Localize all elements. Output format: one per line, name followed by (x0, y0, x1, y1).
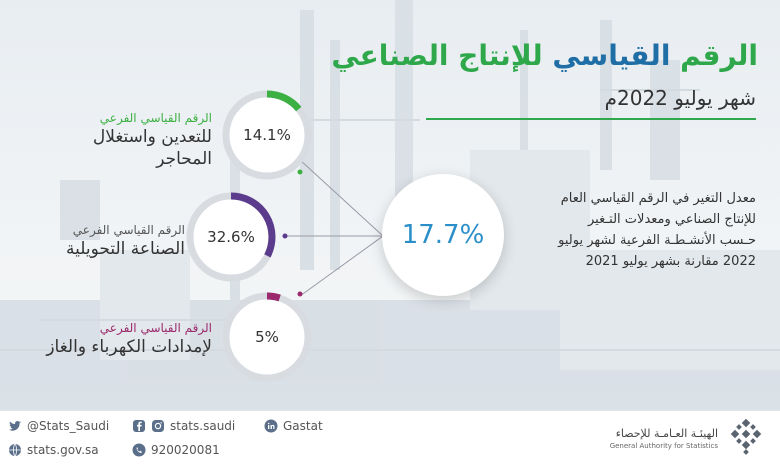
gauge-arc (266, 90, 302, 112)
title-rest: للإنتاج الصناعي (331, 39, 543, 72)
gauge-label-manufacturing: الرقم القياسي الفرعي الصناعة التحويلية (10, 222, 185, 260)
gauge-arc (266, 292, 281, 302)
background-industrial-scene (0, 0, 780, 410)
gauge-label-big-2: المحاجر (156, 149, 212, 169)
gauge-label-big: الصناعة التحويلية (65, 239, 185, 259)
gauge-manufacturing: 32.6% (184, 190, 278, 284)
title-word-blue: القياسي (552, 39, 671, 72)
footer-instagram[interactable]: stats.saudi (132, 419, 235, 433)
instagram-handle: stats.saudi (170, 419, 236, 433)
logo-english-text: General Authority for Statistics (609, 442, 718, 450)
facebook-icon (132, 419, 146, 433)
twitter-handle: @Stats_Saudi (27, 419, 110, 433)
gauge-label-small: الرقم القياسي الفرعي (72, 223, 185, 237)
footer-phone[interactable]: 920020081 (132, 443, 220, 457)
footer-website[interactable]: stats.gov.sa (8, 443, 99, 457)
gauge-label-big: للتعدين واستغلال (92, 127, 212, 147)
twitter-icon (8, 419, 22, 433)
gauge-label-small: الرقم القياسي الفرعي (99, 111, 212, 125)
globe-icon (8, 443, 22, 457)
logo-arabic-text: الهيئـة العـامـة للإحصاء (615, 427, 718, 440)
page-subtitle: شهر يوليو 2022م (604, 86, 756, 110)
gastat-logo: الهيئـة العـامـة للإحصاء General Authori… (610, 417, 766, 461)
gauge-value: 32.6% (207, 228, 255, 246)
gauge-value: 14.1% (243, 126, 291, 144)
gauge-electricity: 5% (220, 290, 314, 384)
linkedin-handle: Gastat (283, 419, 323, 433)
gastat-emblem-icon (726, 417, 766, 461)
gauge-label-electricity: الرقم القياسي الفرعي لإمدادات الكهرباء و… (2, 320, 212, 358)
subtitle-divider (426, 118, 756, 120)
gauge-value: 5% (255, 328, 279, 346)
instagram-icon (151, 419, 165, 433)
connector-dot-purple (282, 233, 288, 239)
description-text: معدل التغير في الرقم القياسي العام للإنت… (558, 191, 756, 269)
gauge-label-small: الرقم القياسي الفرعي (99, 321, 212, 335)
page-title: الرقم القياسي للإنتاج الصناعي (331, 36, 758, 76)
connector-dot-magenta (297, 291, 303, 297)
linkedin-icon (264, 419, 278, 433)
footer-linkedin[interactable]: Gastat (264, 419, 323, 433)
phone-icon (132, 443, 146, 457)
connector-dot-green (297, 169, 303, 175)
gauge-label-mining: الرقم القياسي الفرعي للتعدين واستغلال ال… (12, 110, 212, 170)
connector-lines (282, 159, 384, 297)
website-url: stats.gov.sa (27, 443, 99, 457)
main-index-value: 17.7% (382, 174, 504, 296)
footer-twitter[interactable]: @Stats_Saudi (8, 419, 109, 433)
title-word-green: الرقم (680, 39, 758, 72)
gauge-mining: 14.1% (220, 88, 314, 182)
footer: @Stats_Saudi stats.gov.sa stats.saudi 92… (0, 410, 780, 471)
gauge-label-big: لإمدادات الكهرباء والغاز (46, 337, 212, 357)
gauge-arc (230, 192, 276, 258)
phone-number: 920020081 (151, 443, 220, 457)
